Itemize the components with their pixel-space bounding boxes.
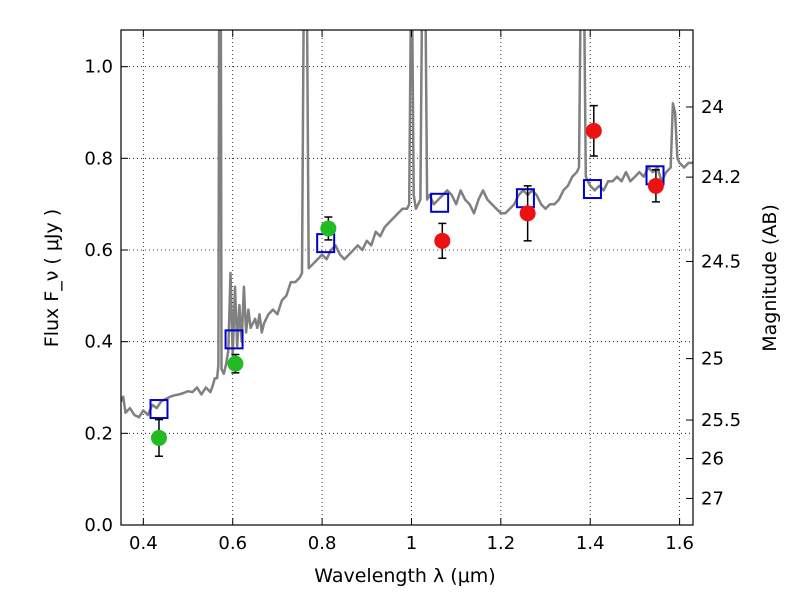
red-point [434,232,451,249]
y2-tick-label: 24.2 [701,167,741,188]
x-tick-label: 1 [406,533,417,554]
y-axis-title: Flux F_ν ( μJy ) [41,209,63,347]
red-point [585,122,602,139]
y2-axis-title: Magnitude (AB) [759,204,781,352]
green-point [150,429,167,446]
red-point [647,177,664,194]
y-tick-label: 0.0 [84,515,113,536]
green-point [320,220,337,237]
model-photometry-square [149,399,169,420]
red-point [519,205,536,222]
y-tick-label: 0.2 [84,423,113,444]
y2-tick-label: 25 [701,349,724,370]
x-tick-label: 0.4 [129,533,158,554]
series-layer [121,30,693,457]
x-axis-title: Wavelength λ (μm) [314,565,495,587]
grid [121,30,693,526]
x-tick-label: 0.6 [218,533,247,554]
green-point [227,355,244,372]
y2-tick-label: 24.5 [701,251,741,272]
x-tick-label: 1.4 [576,533,605,554]
model-photometry-square [430,192,450,213]
y2-tick-label: 25.5 [701,410,741,431]
model-photometry-square [224,329,244,350]
y2-tick-label: 26 [701,449,724,470]
y-tick-label: 1.0 [84,57,113,78]
x-tick-label: 1.6 [665,533,694,554]
y-tick-label: 0.8 [84,148,113,169]
ticks: 0.4 0.6 0.8 1 1.2 1.4 1.6 0.0 0.2 0.4 0.6 0.8 1.0 24 2… [84,30,741,554]
y2-tick-label: 27 [701,488,724,509]
y2-tick-label: 24 [701,97,724,118]
model-photometry-square [582,179,602,200]
y-tick-label: 0.4 [84,332,113,353]
x-tick-label: 0.8 [308,533,337,554]
x-tick-label: 1.2 [487,533,516,554]
y-tick-label: 0.6 [84,240,113,261]
plot-frame [120,29,694,526]
model-spectrum-line [121,30,693,419]
